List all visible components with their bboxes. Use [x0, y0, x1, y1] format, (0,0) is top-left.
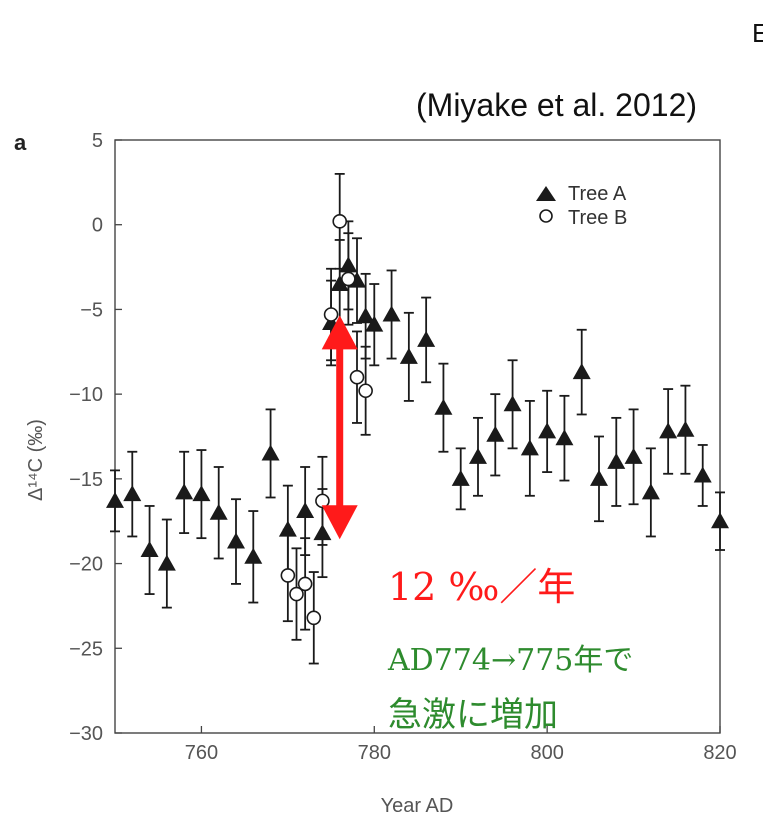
corner-mark: Е [752, 18, 763, 48]
tree-a-point [469, 447, 487, 464]
tree-b-point [341, 271, 356, 287]
tree-a-point [140, 541, 159, 558]
axes-frame [114, 139, 721, 734]
tree-a-point [693, 466, 712, 483]
plot-frame [114, 139, 721, 734]
tree-a-point [451, 469, 470, 486]
tree-a-point [659, 422, 678, 439]
axis-ticks: 760 780 800 820 5 0 −5 −10 −15 −20 −25 −30 [69, 130, 737, 764]
tree-b-point [358, 383, 373, 399]
tree-a-point [356, 307, 375, 324]
legend-tree-b-label: Tree B [568, 207, 627, 229]
tree-a-point [296, 502, 315, 519]
tree-a-point [590, 469, 608, 486]
jump-rate-annotation: 12 ‰／年 [388, 565, 575, 609]
tree-a-point [676, 420, 695, 437]
tree-a-point [192, 485, 211, 502]
tree-a-point [278, 520, 297, 537]
tree-a-point [555, 429, 574, 446]
tree-b-point [315, 493, 330, 509]
tree-b-point [349, 369, 365, 385]
tree-a-point [175, 483, 194, 500]
y-tick-label: −20 [69, 554, 103, 576]
y-tick-label: −15 [69, 469, 103, 491]
tree-a-point [106, 491, 124, 508]
tree-a-point [624, 447, 643, 464]
tree-a-point [209, 503, 228, 520]
tree-a-point [365, 315, 384, 332]
x-tick-label: 780 [358, 742, 391, 764]
x-tick-label: 760 [185, 742, 218, 764]
panel-letter: a [14, 130, 27, 155]
tree-b-point [323, 307, 339, 322]
jump-arrow [321, 315, 358, 540]
legend-tree-a-marker [536, 186, 556, 201]
legend: Tree A Tree B [536, 183, 627, 229]
tree-a-point [339, 256, 358, 273]
tree-a-point [711, 512, 729, 529]
y-tick-label: 0 [92, 215, 103, 237]
tree-a-point [520, 439, 539, 456]
arrow-head-up [321, 315, 358, 350]
y-tick-label: −25 [69, 638, 103, 660]
legend-tree-a-label: Tree A [568, 183, 627, 205]
event-description-annotation: 急激に増加 [388, 695, 558, 735]
tree-a-point [244, 547, 263, 564]
x-tick-label: 820 [703, 742, 736, 764]
x-axis-title: Year AD [381, 795, 454, 817]
y-tick-label: −5 [80, 299, 103, 321]
tree-a-point [399, 347, 418, 364]
tree-a-point [330, 275, 349, 292]
y-tick-label: 5 [92, 130, 103, 152]
y-tick-label: −10 [69, 384, 103, 406]
tree-a-point [417, 330, 436, 347]
tree-a-point [313, 524, 332, 541]
y-tick-label: −30 [69, 723, 103, 745]
tree-a-point [157, 554, 176, 571]
data-markers [106, 214, 729, 626]
event-year-annotation: AD774→775年で [387, 643, 633, 678]
x-tick-label: 800 [530, 742, 563, 764]
tree-a-point [538, 422, 557, 439]
tree-a-point [434, 398, 453, 415]
tree-a-point [227, 532, 245, 549]
legend-tree-b-marker [539, 209, 553, 223]
citation-text: (Miyake et al. 2012) [416, 87, 697, 123]
tree-a-point [261, 444, 280, 461]
tree-a-point [641, 483, 660, 500]
tree-b-point [280, 568, 296, 583]
tree-b-point [289, 586, 304, 602]
tree-a-point [123, 485, 142, 502]
tree-b-point [306, 610, 322, 626]
tree-a-point [572, 363, 591, 380]
tree-b-point [332, 214, 348, 229]
tree-a-point [486, 425, 505, 442]
tree-a-point [607, 452, 626, 469]
arrow-head-down [321, 505, 358, 540]
tree-a-point [503, 395, 522, 412]
y-axis-title: Δ¹⁴C (‰) [25, 419, 47, 501]
tree-a-point [382, 305, 401, 322]
tree-b-point [297, 576, 313, 592]
